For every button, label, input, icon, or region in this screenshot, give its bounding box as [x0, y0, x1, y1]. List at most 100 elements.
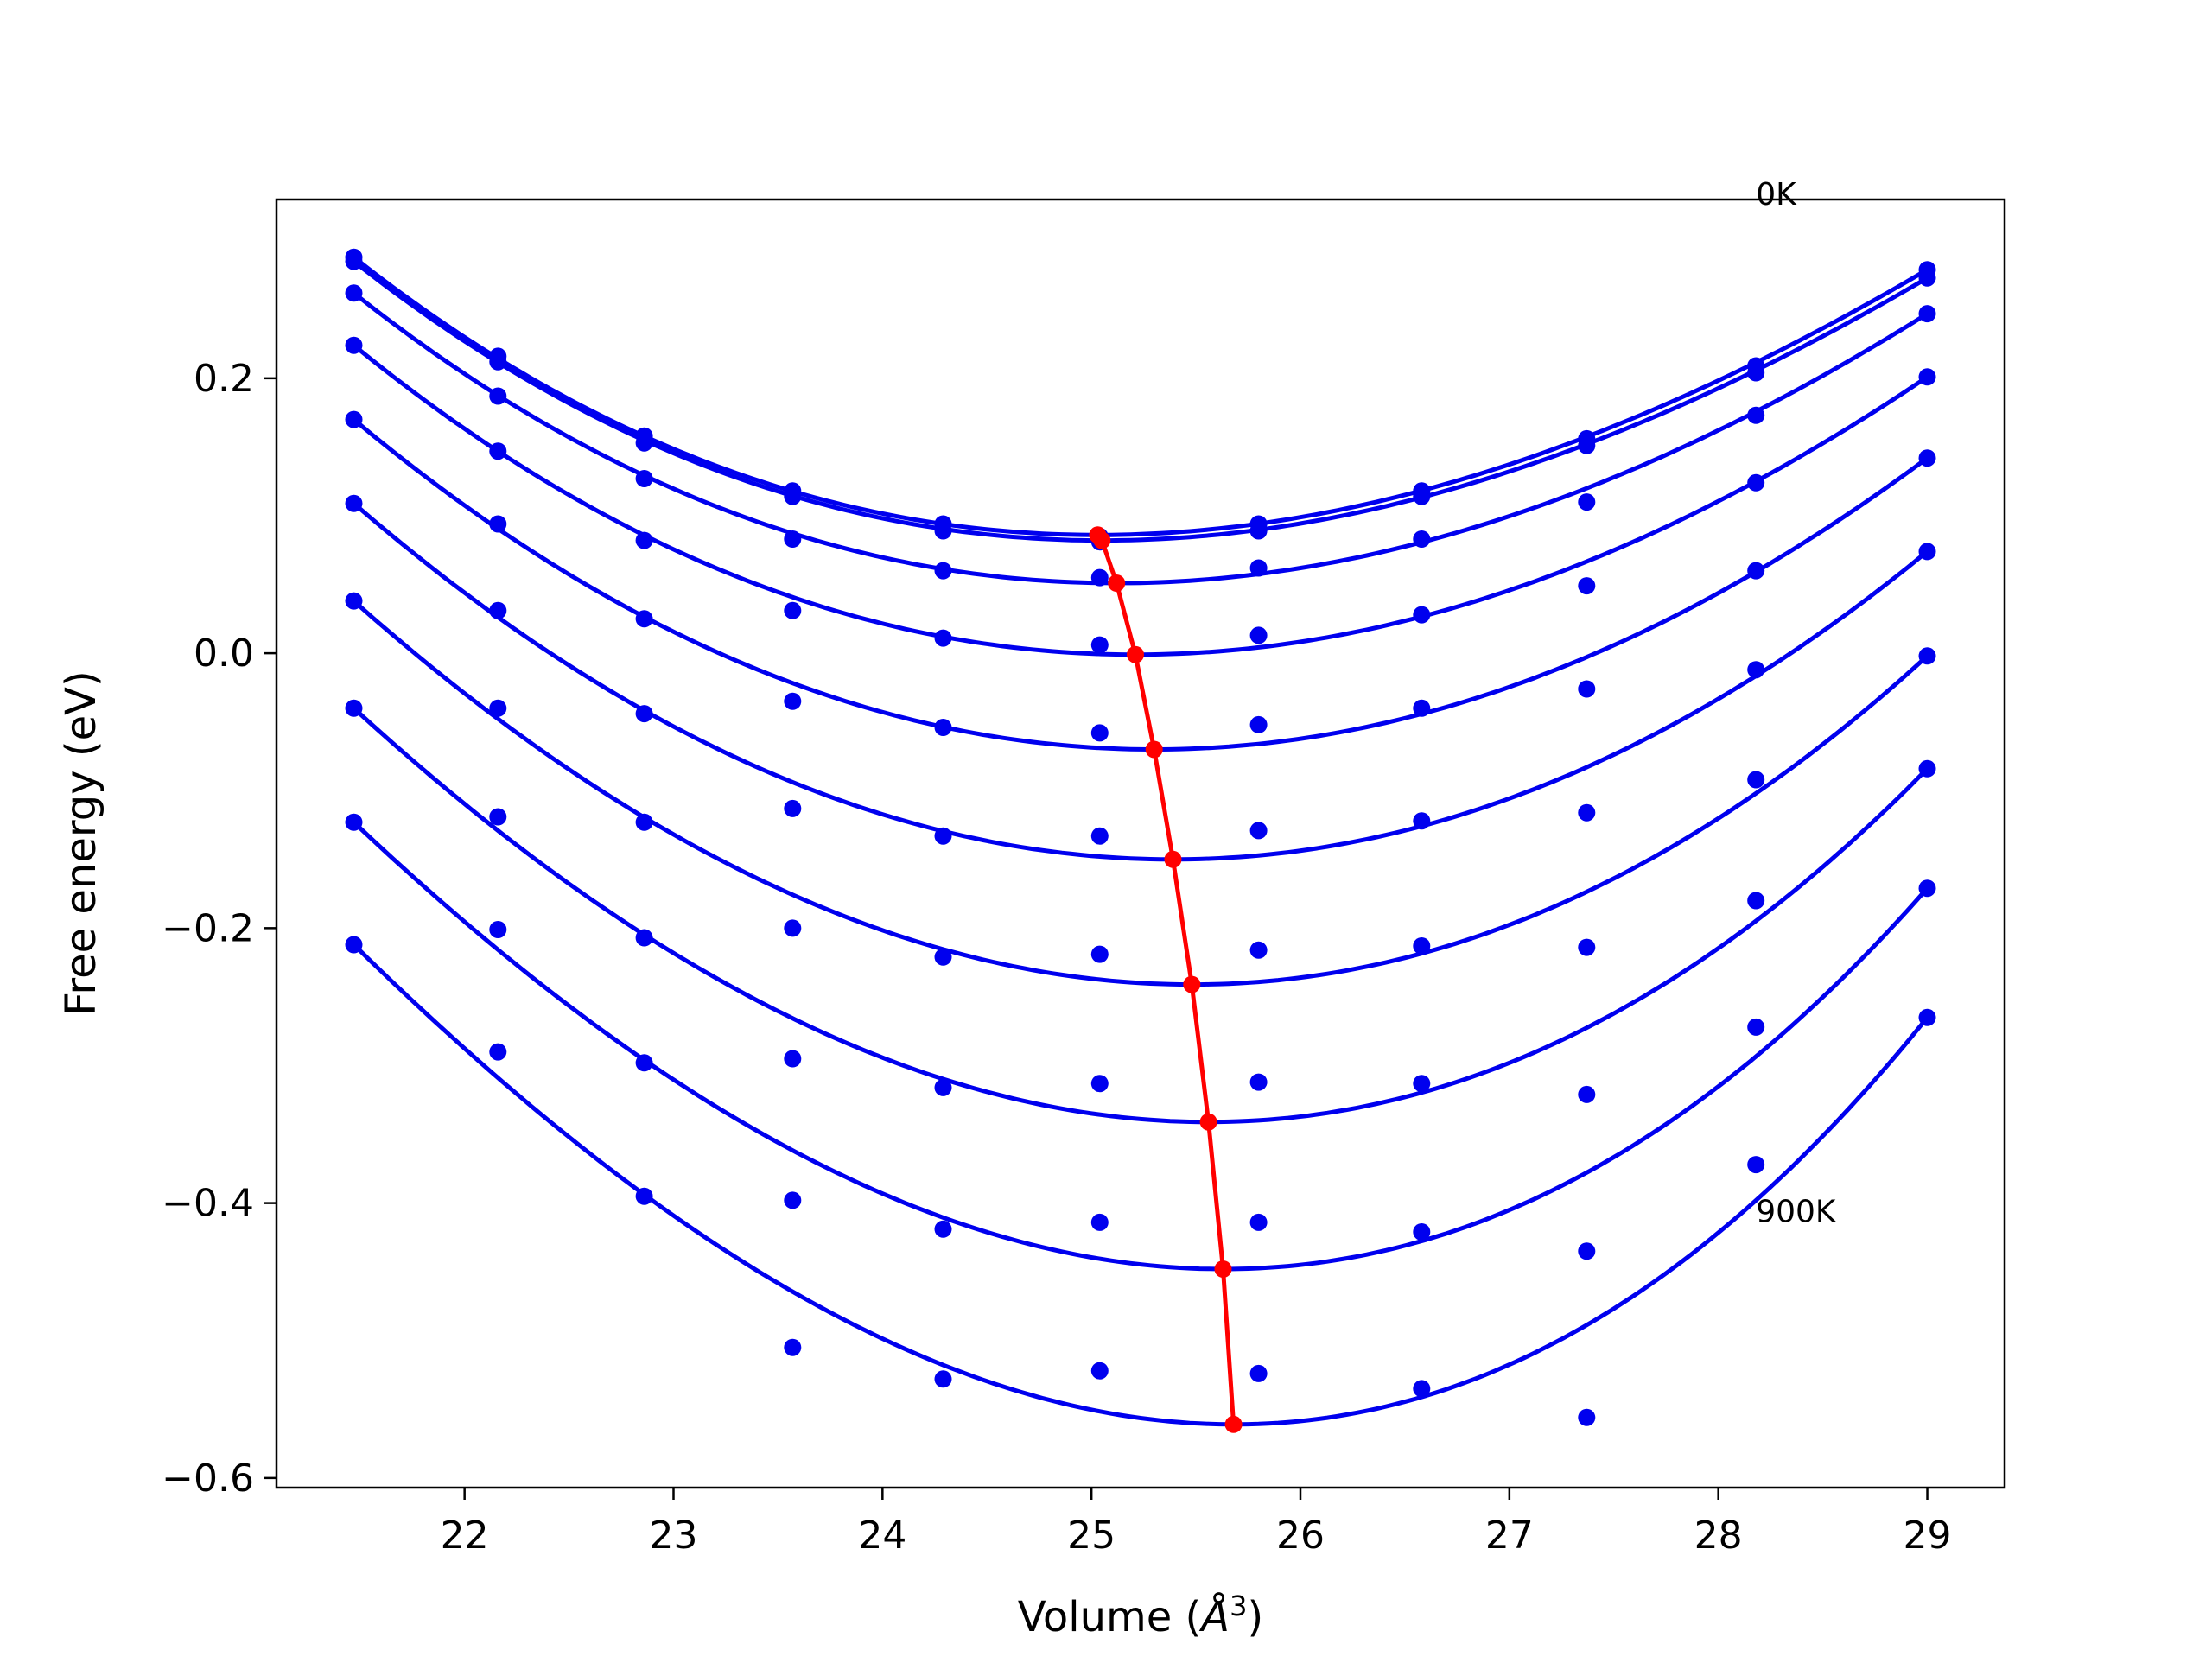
- data-point: [1747, 364, 1765, 382]
- x-tick-label: 23: [649, 1514, 697, 1558]
- data-point: [1249, 1073, 1268, 1091]
- data-point: [489, 808, 507, 826]
- data-point: [1413, 530, 1431, 548]
- x-tick-label: 24: [858, 1514, 906, 1558]
- fit-curve: [352, 943, 1929, 1427]
- data-point: [784, 530, 802, 548]
- x-tick-label: 27: [1485, 1514, 1534, 1558]
- data-point: [934, 629, 952, 647]
- x-tick-label: 26: [1276, 1514, 1325, 1558]
- data-point: [635, 434, 653, 452]
- data-point: [1747, 406, 1765, 424]
- data-point: [635, 705, 653, 723]
- data-point: [1747, 562, 1765, 580]
- plot-frame: [275, 198, 2006, 1489]
- minimum-point: [1108, 574, 1126, 592]
- data-point: [784, 692, 802, 710]
- data-point: [934, 827, 952, 845]
- minimum-point: [1224, 1415, 1243, 1433]
- data-point: [1090, 1362, 1109, 1380]
- data-point: [784, 1050, 802, 1068]
- data-point: [1918, 305, 1936, 323]
- temperature-annotation: 900K: [1756, 1195, 1837, 1230]
- y-axis-label: Free energy (eV): [57, 670, 105, 1015]
- data-point: [1918, 269, 1936, 287]
- minimum-point: [1164, 850, 1182, 868]
- data-point: [934, 562, 952, 580]
- data-point: [1747, 1018, 1765, 1036]
- data-point: [635, 470, 653, 487]
- data-point: [345, 699, 363, 717]
- x-tick-label: 22: [441, 1514, 489, 1558]
- data-point: [1578, 436, 1596, 454]
- data-point: [1090, 1213, 1109, 1231]
- data-point: [635, 1187, 653, 1205]
- y-tick-label: 0.2: [194, 357, 254, 401]
- data-point: [1090, 827, 1109, 845]
- fit-curve: [352, 291, 1929, 586]
- y-tick-label: 0.0: [194, 632, 254, 676]
- data-point: [1249, 626, 1268, 644]
- minima-line: [1096, 533, 1236, 1425]
- data-point: [1090, 945, 1109, 963]
- annotations: 0K 900K: [1756, 177, 1837, 1230]
- data-point: [489, 387, 507, 405]
- data-point: [1249, 1213, 1268, 1231]
- data-point: [345, 592, 363, 610]
- data-point: [784, 1338, 802, 1356]
- data-point: [1090, 724, 1109, 742]
- data-point: [1090, 1075, 1109, 1093]
- data-point: [1090, 568, 1109, 587]
- minimum-point: [1199, 1113, 1217, 1131]
- minimum-point: [1127, 645, 1144, 663]
- data-point: [635, 531, 653, 549]
- data-point: [1090, 636, 1109, 654]
- data-points: [345, 248, 1936, 1426]
- data-point: [1249, 941, 1268, 959]
- y-tick-label: −0.4: [162, 1182, 254, 1226]
- data-point: [934, 1078, 952, 1096]
- data-point: [1413, 937, 1431, 955]
- minimum-point: [1093, 531, 1111, 549]
- fit-curve: [352, 820, 1929, 1272]
- data-point: [1413, 606, 1431, 624]
- data-point: [1918, 368, 1936, 386]
- data-point: [635, 610, 653, 628]
- data-point: [1578, 938, 1596, 956]
- data-point: [345, 252, 363, 270]
- temperature-annotation: 0K: [1756, 177, 1797, 213]
- data-point: [1413, 487, 1431, 505]
- y-tick-label: −0.6: [162, 1457, 254, 1501]
- data-point: [1578, 493, 1596, 511]
- data-point: [1747, 661, 1765, 679]
- data-point: [489, 515, 507, 533]
- data-point: [1918, 1008, 1936, 1026]
- minimum-point: [1183, 975, 1201, 993]
- data-point: [635, 813, 653, 831]
- data-point: [1578, 577, 1596, 595]
- fit-curve: [352, 255, 1929, 537]
- data-point: [489, 442, 507, 460]
- minimum-point: [1145, 740, 1163, 759]
- data-point: [934, 948, 952, 966]
- fit-curve: [352, 599, 1929, 987]
- data-point: [1249, 822, 1268, 840]
- data-point: [784, 919, 802, 937]
- data-point: [489, 601, 507, 619]
- data-point: [345, 284, 363, 302]
- y-tick-label: −0.2: [162, 906, 254, 950]
- data-point: [934, 522, 952, 540]
- x-tick-label: 28: [1694, 1514, 1743, 1558]
- data-point: [1918, 879, 1936, 898]
- data-point: [934, 1220, 952, 1238]
- data-point: [1413, 699, 1431, 717]
- data-point: [1413, 1380, 1431, 1398]
- data-point: [1249, 522, 1268, 540]
- data-point: [489, 921, 507, 938]
- data-point: [1747, 771, 1765, 789]
- data-point: [1578, 680, 1596, 698]
- data-point: [784, 601, 802, 619]
